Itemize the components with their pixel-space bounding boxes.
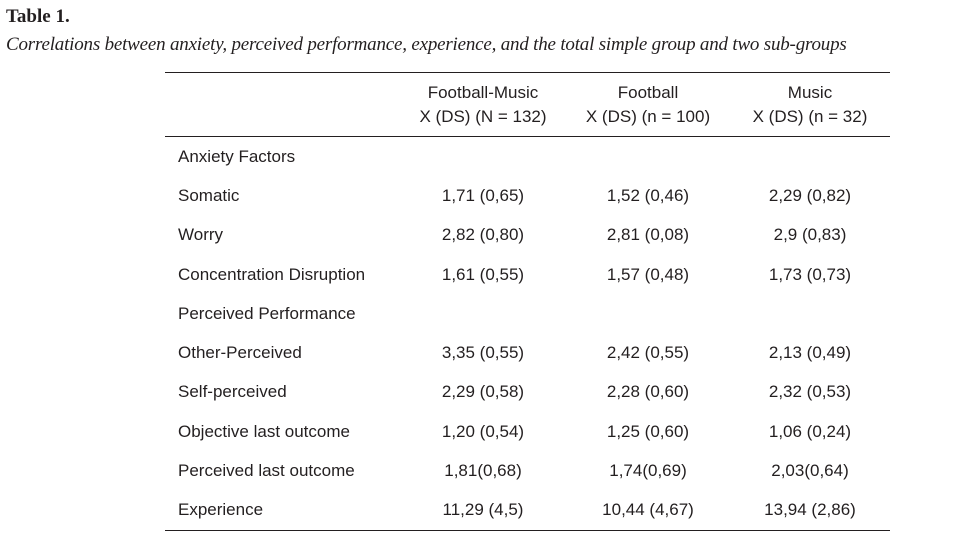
table-cell: 2,03(0,64) <box>771 461 849 481</box>
row-label: Worry <box>178 225 224 245</box>
row-label: Self-perceived <box>178 382 287 402</box>
table-cell: 2,32 (0,53) <box>768 382 852 402</box>
table-header: Football-Music X (DS) (N = 132) Football X… <box>165 72 890 137</box>
column-name: Football-Music <box>427 82 539 102</box>
column-subtitle: X (DS) (n = 32) <box>752 106 868 126</box>
table-cell: 1,57 (0,48) <box>606 264 690 284</box>
table-cell: 1,71 (0,65) <box>441 185 525 205</box>
column-name: Music <box>787 82 833 102</box>
column-subtitle: X (DS) (n = 100) <box>585 106 711 126</box>
table-row: Perceived Performance <box>165 294 890 333</box>
table-row: Self-perceived 2,29 (0,58) 2,28 (0,60) 2,32… <box>165 373 890 412</box>
table-row: Somatic 1,71 (0,65) 1,52 (0,46) 2,29 (0,82) <box>165 176 890 215</box>
table-title: Table 1. <box>6 6 70 27</box>
table-cell: 2,42 (0,55) <box>606 343 690 363</box>
statistics-table: Football-Music X (DS) (N = 132) Football X… <box>165 72 890 531</box>
table-cell: 2,29 (0,82) <box>768 185 852 205</box>
table-cell: 2,81 (0,08) <box>606 225 690 245</box>
header-row: Football-Music X (DS) (N = 132) Football X… <box>165 72 890 137</box>
table-cell <box>730 137 890 177</box>
table-row: Perceived last outcome 1,81(0,68) 1,74(0,6… <box>165 451 890 490</box>
column-name: Football <box>617 82 679 102</box>
table-cell: 1,73 (0,73) <box>768 264 852 284</box>
column-header-football: Football X (DS) (n = 100) <box>566 73 730 137</box>
row-label: Concentration Disruption <box>178 264 366 284</box>
table-cell <box>730 294 890 333</box>
table-cell: 2,29 (0,58) <box>441 382 525 402</box>
table-cell: 3,35 (0,55) <box>441 343 525 363</box>
table-cell <box>400 137 566 177</box>
table-cell: 2,13 (0,49) <box>768 343 852 363</box>
table-cell: 10,44 (4,67) <box>602 500 694 520</box>
table-cell: 1,25 (0,60) <box>606 421 690 441</box>
row-label: Experience <box>178 500 264 520</box>
table-row: Concentration Disruption 1,61 (0,55) 1,57 … <box>165 255 890 294</box>
table-cell: 1,61 (0,55) <box>441 264 525 284</box>
table-cell: 2,82 (0,80) <box>441 225 525 245</box>
header-empty <box>165 73 400 137</box>
table-cell: 11,29 (4,5) <box>442 500 524 520</box>
table-subtitle: Correlations between anxiety, perceived … <box>6 34 847 55</box>
row-label: Perceived last outcome <box>178 461 355 481</box>
row-label: Other-Perceived <box>178 343 302 363</box>
table-cell: 2,9 (0,83) <box>773 225 847 245</box>
table-row: Experience 11,29 (4,5) 10,44 (4,67) 13,94 (… <box>165 491 890 531</box>
row-label: Anxiety Factors <box>178 146 296 166</box>
table-cell: 1,52 (0,46) <box>606 185 690 205</box>
table-cell <box>566 294 730 333</box>
column-subtitle: X (DS) (N = 132) <box>419 106 547 126</box>
table-row: Objective last outcome 1,20 (0,54) 1,25 (0… <box>165 412 890 451</box>
table-cell <box>566 137 730 177</box>
row-label: Objective last outcome <box>178 421 350 441</box>
table-row: Worry 2,82 (0,80) 2,81 (0,08) 2,9 (0,83) <box>165 216 890 255</box>
column-header-football-music: Football-Music X (DS) (N = 132) <box>400 73 566 137</box>
table-cell <box>400 294 566 333</box>
table-cell: 13,94 (2,86) <box>764 500 856 520</box>
table-cell: 1,06 (0,24) <box>768 421 852 441</box>
table-body: Anxiety Factors Somatic 1,71 (0,65) 1,52 (0… <box>165 137 890 531</box>
row-label: Somatic <box>178 185 240 205</box>
table-cell: 2,28 (0,60) <box>606 382 690 402</box>
table-row: Other-Perceived 3,35 (0,55) 2,42 (0,55) 2,1… <box>165 333 890 372</box>
table-cell: 1,81(0,68) <box>444 461 522 481</box>
row-label: Perceived Performance <box>178 303 356 323</box>
table-cell: 1,20 (0,54) <box>441 421 525 441</box>
table-cell: 1,74(0,69) <box>609 461 687 481</box>
table-row: Anxiety Factors <box>165 137 890 177</box>
column-header-music: Music X (DS) (n = 32) <box>730 73 890 137</box>
